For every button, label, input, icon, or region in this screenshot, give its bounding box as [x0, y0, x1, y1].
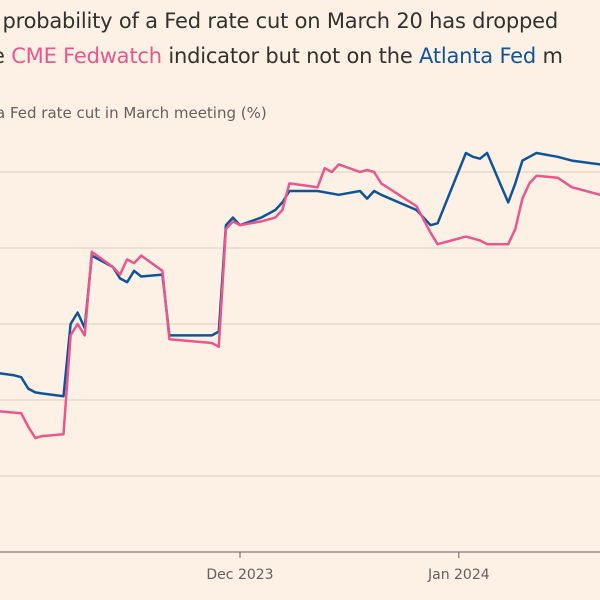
x-tick-label-dec-2023: Dec 2023	[206, 567, 273, 583]
x-tick-label-jan-2024: Jan 2024	[427, 567, 490, 583]
series-lines	[0, 151, 600, 440]
title-line-2: e CME Fedwatch indicator but not on the …	[0, 39, 600, 74]
title-suffix: m	[536, 44, 563, 68]
atlanta-fed-line	[0, 151, 600, 398]
cme-fedwatch-highlight: CME Fedwatch	[11, 44, 162, 68]
cme-fedwatch-line	[0, 163, 600, 440]
atlanta-fed-highlight: Atlanta Fed	[419, 44, 537, 68]
chart-subtitle: a Fed rate cut in March meeting (%)	[0, 104, 267, 122]
title-prefix: e	[0, 44, 11, 68]
title-line-1: t probability of a Fed rate cut on March…	[0, 9, 559, 33]
x-axis: Dec 2023 Jan 2024	[0, 551, 600, 583]
chart-title: t probability of a Fed rate cut on March…	[0, 4, 600, 74]
gridlines	[0, 171, 600, 477]
title-middle: indicator but not on the	[161, 44, 420, 68]
